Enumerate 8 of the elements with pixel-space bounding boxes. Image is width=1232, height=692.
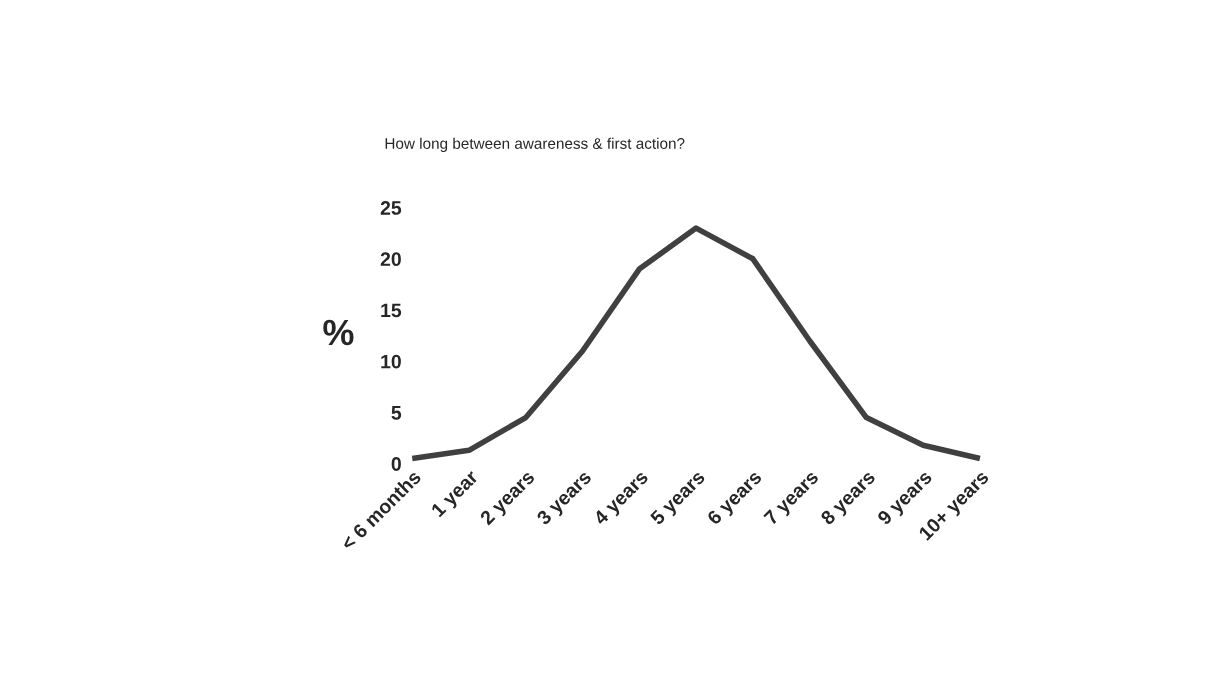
y-tick-label: 15 bbox=[381, 303, 402, 318]
y-tick-label: 20 bbox=[380, 252, 401, 267]
y-tick-label: 10 bbox=[381, 354, 401, 369]
y-tick-label: 25 bbox=[380, 201, 402, 215]
y-tick-label: 5 bbox=[391, 406, 402, 420]
y-tick-label: 0 bbox=[391, 457, 401, 471]
y-axis-title: % bbox=[323, 319, 354, 346]
chart-title: How long between awareness & first action? bbox=[385, 137, 685, 152]
